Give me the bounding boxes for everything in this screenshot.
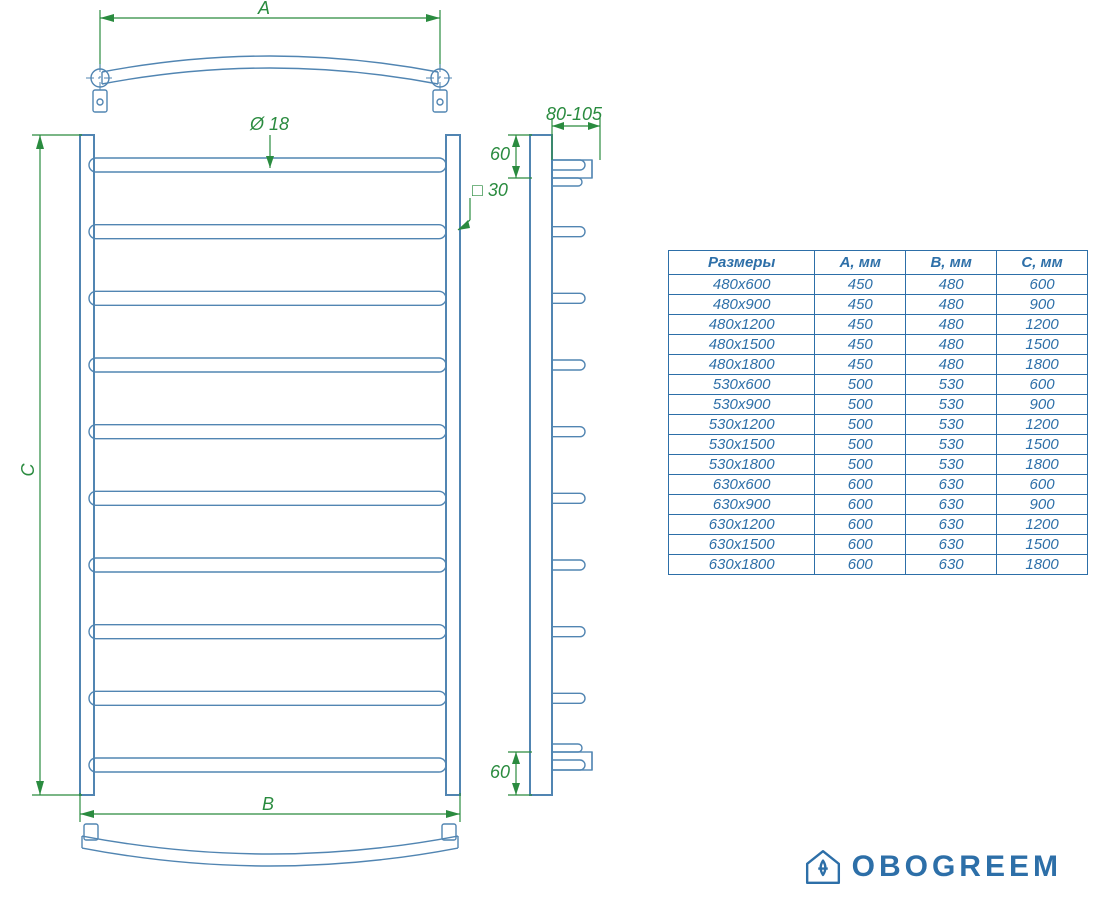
table-row: 530x12005005301200 xyxy=(669,415,1088,435)
table-row: 630x15006006301500 xyxy=(669,535,1088,555)
front-view xyxy=(80,135,460,795)
side-view xyxy=(530,135,592,795)
table-row: 630x12006006301200 xyxy=(669,515,1088,535)
diameter-leader: Ø 18 xyxy=(249,114,289,168)
col-1: A, мм xyxy=(815,251,906,275)
rung xyxy=(89,491,446,505)
table-row: 480x12004504801200 xyxy=(669,315,1088,335)
side-rung xyxy=(552,160,585,170)
table-row: 480x900450480900 xyxy=(669,295,1088,315)
side-rung xyxy=(552,627,585,637)
side-rung xyxy=(552,560,585,570)
dimension-c: C xyxy=(18,135,82,795)
rung xyxy=(89,758,446,772)
col-2: B, мм xyxy=(906,251,997,275)
side-rung xyxy=(552,693,585,703)
dimensions-table: РазмерыA, ммB, ммC, мм 480x6004504806004… xyxy=(668,250,1088,575)
dimension-b: B xyxy=(80,793,460,822)
square-leader: □ 30 xyxy=(458,180,508,230)
bottom-view xyxy=(82,824,458,866)
table-row: 630x18006006301800 xyxy=(669,555,1088,575)
rung xyxy=(89,691,446,705)
dim-60-bottom: 60 xyxy=(490,752,532,795)
col-3: C, мм xyxy=(997,251,1088,275)
side-rung xyxy=(552,293,585,303)
table-row: 530x900500530900 xyxy=(669,395,1088,415)
side-rung xyxy=(552,493,585,503)
svg-text:Ø 18: Ø 18 xyxy=(249,114,289,134)
side-rung xyxy=(552,227,585,237)
svg-text:A: A xyxy=(257,0,270,18)
table-row: 480x15004504801500 xyxy=(669,335,1088,355)
brand-text: OBOGREEM xyxy=(852,850,1062,884)
rung xyxy=(89,425,446,439)
rungs xyxy=(89,158,446,772)
home-flame-icon xyxy=(804,848,842,886)
rung xyxy=(89,358,446,372)
brand-logo: OBOGREEM xyxy=(804,848,1062,886)
dim-60-top: 60 xyxy=(490,135,532,178)
dim-80-105: 80-105 xyxy=(546,104,603,160)
rung xyxy=(89,291,446,305)
svg-text:60: 60 xyxy=(490,144,510,164)
rung xyxy=(89,625,446,639)
col-0: Размеры xyxy=(669,251,815,275)
svg-text:B: B xyxy=(262,794,274,814)
table-row: 530x15005005301500 xyxy=(669,435,1088,455)
top-view xyxy=(86,56,454,112)
table-row: 630x600600630600 xyxy=(669,475,1088,495)
side-rung xyxy=(552,360,585,370)
rung xyxy=(89,558,446,572)
svg-text:80-105: 80-105 xyxy=(546,104,603,124)
svg-text:C: C xyxy=(18,463,38,477)
table-row: 480x18004504801800 xyxy=(669,355,1088,375)
table-row: 530x18005005301800 xyxy=(669,455,1088,475)
dimension-a: A xyxy=(100,0,440,70)
table-row: 630x900600630900 xyxy=(669,495,1088,515)
table-row: 530x600500530600 xyxy=(669,375,1088,395)
svg-text:60: 60 xyxy=(490,762,510,782)
technical-drawing: A xyxy=(0,0,660,906)
side-rung xyxy=(552,427,585,437)
svg-text:□ 30: □ 30 xyxy=(472,180,508,200)
side-rung xyxy=(552,760,585,770)
table-row: 480x600450480600 xyxy=(669,275,1088,295)
rung xyxy=(89,225,446,239)
